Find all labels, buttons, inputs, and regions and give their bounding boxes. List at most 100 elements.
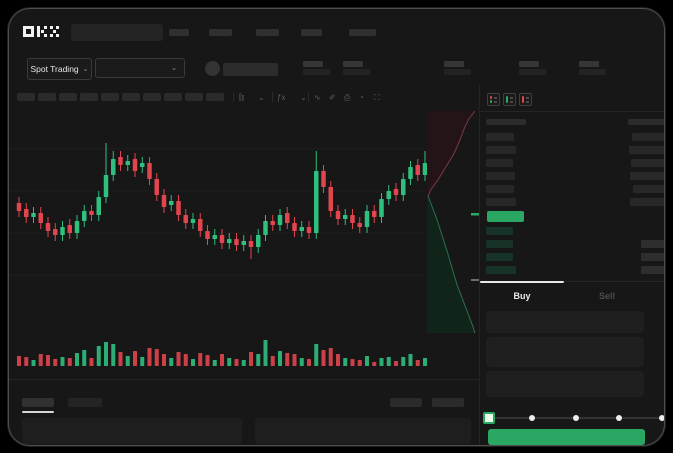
- candle-body: [198, 219, 203, 231]
- ask-row-amount[interactable]: [632, 133, 664, 141]
- volume-bar: [183, 354, 188, 366]
- candle-body: [408, 167, 413, 179]
- pair-name-placeholder: [223, 63, 278, 76]
- toolbar-block[interactable]: [164, 93, 182, 101]
- slider-stop[interactable]: [529, 415, 536, 421]
- candle-body: [67, 225, 72, 233]
- line-tool-icon[interactable]: ∿: [314, 93, 321, 102]
- bottom-tab-active[interactable]: [22, 398, 54, 407]
- slider-stop[interactable]: [615, 415, 622, 421]
- amount-field[interactable]: [486, 337, 644, 367]
- draw-tool-icon[interactable]: ✐: [329, 93, 336, 102]
- chart-area[interactable]: [9, 109, 479, 389]
- bid-row-amount[interactable]: [641, 240, 664, 248]
- stat-value-placeholder: [303, 69, 330, 75]
- chevron-down-icon[interactable]: ⌄: [258, 93, 265, 102]
- total-field[interactable]: [486, 371, 644, 397]
- slider-stop[interactable]: [659, 415, 664, 421]
- toolbar-block[interactable]: [59, 93, 77, 101]
- bid-row-price[interactable]: [486, 240, 513, 248]
- ask-row-price[interactable]: [486, 198, 516, 206]
- candle-body: [89, 211, 94, 215]
- sell-tab[interactable]: Sell: [564, 282, 650, 310]
- fullscreen-icon[interactable]: ⛶: [374, 93, 380, 102]
- toolbar-block[interactable]: [101, 93, 119, 101]
- toolbar-block[interactable]: [122, 93, 140, 101]
- candle-body: [241, 241, 246, 245]
- ask-row-amount[interactable]: [630, 172, 664, 180]
- candle-body: [256, 235, 261, 247]
- nav-item[interactable]: [349, 29, 376, 36]
- stat-group: [519, 61, 549, 75]
- bottom-action-button[interactable]: [390, 398, 422, 407]
- ask-row-amount[interactable]: [633, 185, 664, 193]
- ask-row-price[interactable]: [486, 146, 516, 154]
- ask-row-price[interactable]: [486, 133, 514, 141]
- candle-body: [53, 229, 58, 235]
- stat-value-placeholder: [519, 69, 546, 75]
- clock-icon[interactable]: ◔: [359, 93, 364, 102]
- volume-bar: [394, 361, 398, 366]
- volume-bar: [111, 344, 116, 366]
- slider-stop[interactable]: [572, 415, 579, 421]
- toolbar-block[interactable]: [206, 93, 224, 101]
- ask-row-price[interactable]: [486, 185, 514, 193]
- bid-row-price[interactable]: [486, 253, 513, 261]
- ask-row-amount[interactable]: [630, 198, 664, 206]
- market-type-dropdown[interactable]: Spot Trading ⌄: [27, 58, 92, 80]
- toolbar-block[interactable]: [185, 93, 203, 101]
- price-field[interactable]: [486, 311, 644, 333]
- chevron-down-icon[interactable]: ⌄: [300, 93, 307, 102]
- ask-row-price[interactable]: [486, 159, 513, 167]
- toolbar-block[interactable]: [17, 93, 35, 101]
- candle-body: [227, 239, 232, 243]
- orderbook-layout-both-icon[interactable]: [487, 93, 500, 106]
- slider-handle[interactable]: [483, 412, 495, 424]
- bid-row-amount[interactable]: [641, 266, 664, 274]
- volume-bar: [140, 357, 145, 366]
- candle-body: [154, 179, 159, 195]
- orderbook-layout-asks-icon[interactable]: [519, 93, 532, 106]
- stat-label-placeholder: [303, 61, 323, 67]
- indicator-fx-icon[interactable]: ƒx: [277, 93, 286, 102]
- orderbook-layout-bids-icon[interactable]: [503, 93, 516, 106]
- toolbar-block[interactable]: [80, 93, 98, 101]
- candle-body: [277, 215, 283, 225]
- volume-bar: [423, 358, 427, 366]
- ask-row-amount[interactable]: [629, 146, 664, 154]
- nav-item[interactable]: [301, 29, 322, 36]
- volume-bar: [227, 358, 232, 366]
- nav-item[interactable]: [256, 29, 279, 36]
- volume-bar: [89, 358, 94, 366]
- search-box[interactable]: [71, 24, 163, 41]
- pair-dropdown[interactable]: ⌄: [95, 58, 185, 78]
- candle-body: [140, 163, 145, 167]
- bottom-tab[interactable]: [68, 398, 102, 407]
- candle-body: [292, 223, 297, 231]
- ask-row-price[interactable]: [486, 172, 515, 180]
- trade-tabs: Buy Sell: [480, 281, 664, 310]
- candles-icon[interactable]: ⫿⫾: [239, 93, 245, 102]
- buy-tab[interactable]: Buy: [480, 282, 564, 310]
- bid-row-price[interactable]: [486, 227, 513, 235]
- bid-row-amount[interactable]: [641, 253, 664, 261]
- last-price-badge: [487, 211, 524, 222]
- ask-row-amount[interactable]: [631, 159, 664, 167]
- volume-bar: [31, 360, 36, 366]
- candle-body: [422, 163, 428, 175]
- bid-row-price[interactable]: [486, 266, 516, 274]
- amount-slider[interactable]: [483, 411, 664, 425]
- candle-body: [169, 201, 174, 205]
- bottom-action-button[interactable]: [432, 398, 464, 407]
- nav-item[interactable]: [169, 29, 189, 36]
- toolbar-block[interactable]: [38, 93, 56, 101]
- okx-logo[interactable]: [23, 26, 63, 39]
- nav-item[interactable]: [209, 29, 232, 36]
- volume-bar: [299, 358, 304, 366]
- volume-bar: [241, 360, 246, 366]
- last-price-tick: [471, 213, 479, 216]
- buy-submit-button[interactable]: [488, 429, 645, 445]
- candle-body: [147, 163, 152, 179]
- toolbar-block[interactable]: [143, 93, 161, 101]
- camera-icon[interactable]: ⎙: [344, 93, 351, 102]
